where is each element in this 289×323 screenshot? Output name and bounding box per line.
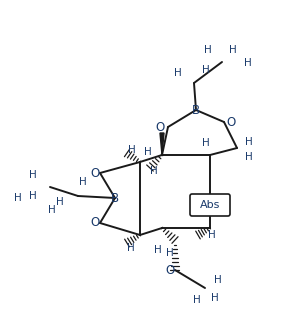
Text: H: H [245, 137, 253, 147]
Text: B: B [192, 103, 200, 117]
Text: H: H [208, 230, 216, 240]
Text: O: O [90, 216, 100, 230]
Text: H: H [245, 152, 253, 162]
Text: H: H [56, 197, 64, 207]
Text: H: H [144, 147, 152, 157]
Text: O: O [165, 264, 175, 276]
Polygon shape [160, 133, 164, 155]
Text: O: O [90, 166, 100, 180]
Text: H: H [193, 295, 201, 305]
Text: H: H [14, 193, 22, 203]
Text: H: H [229, 45, 237, 55]
Text: H: H [174, 68, 182, 78]
Text: H: H [29, 170, 37, 180]
Text: H: H [202, 138, 210, 148]
Text: H: H [48, 205, 56, 215]
Text: H: H [127, 243, 135, 253]
Text: H: H [128, 145, 136, 155]
Text: B: B [111, 192, 119, 204]
Text: H: H [154, 245, 162, 255]
Text: H: H [204, 45, 212, 55]
Text: O: O [155, 120, 165, 133]
Text: H: H [150, 166, 158, 176]
Text: Abs: Abs [200, 200, 220, 210]
Text: H: H [202, 65, 210, 75]
Text: H: H [214, 275, 222, 285]
Text: H: H [29, 191, 37, 201]
Text: H: H [166, 248, 174, 258]
FancyBboxPatch shape [190, 194, 230, 216]
Text: O: O [226, 116, 236, 129]
Text: H: H [211, 293, 219, 303]
Text: H: H [244, 58, 252, 68]
Text: H: H [79, 177, 87, 187]
